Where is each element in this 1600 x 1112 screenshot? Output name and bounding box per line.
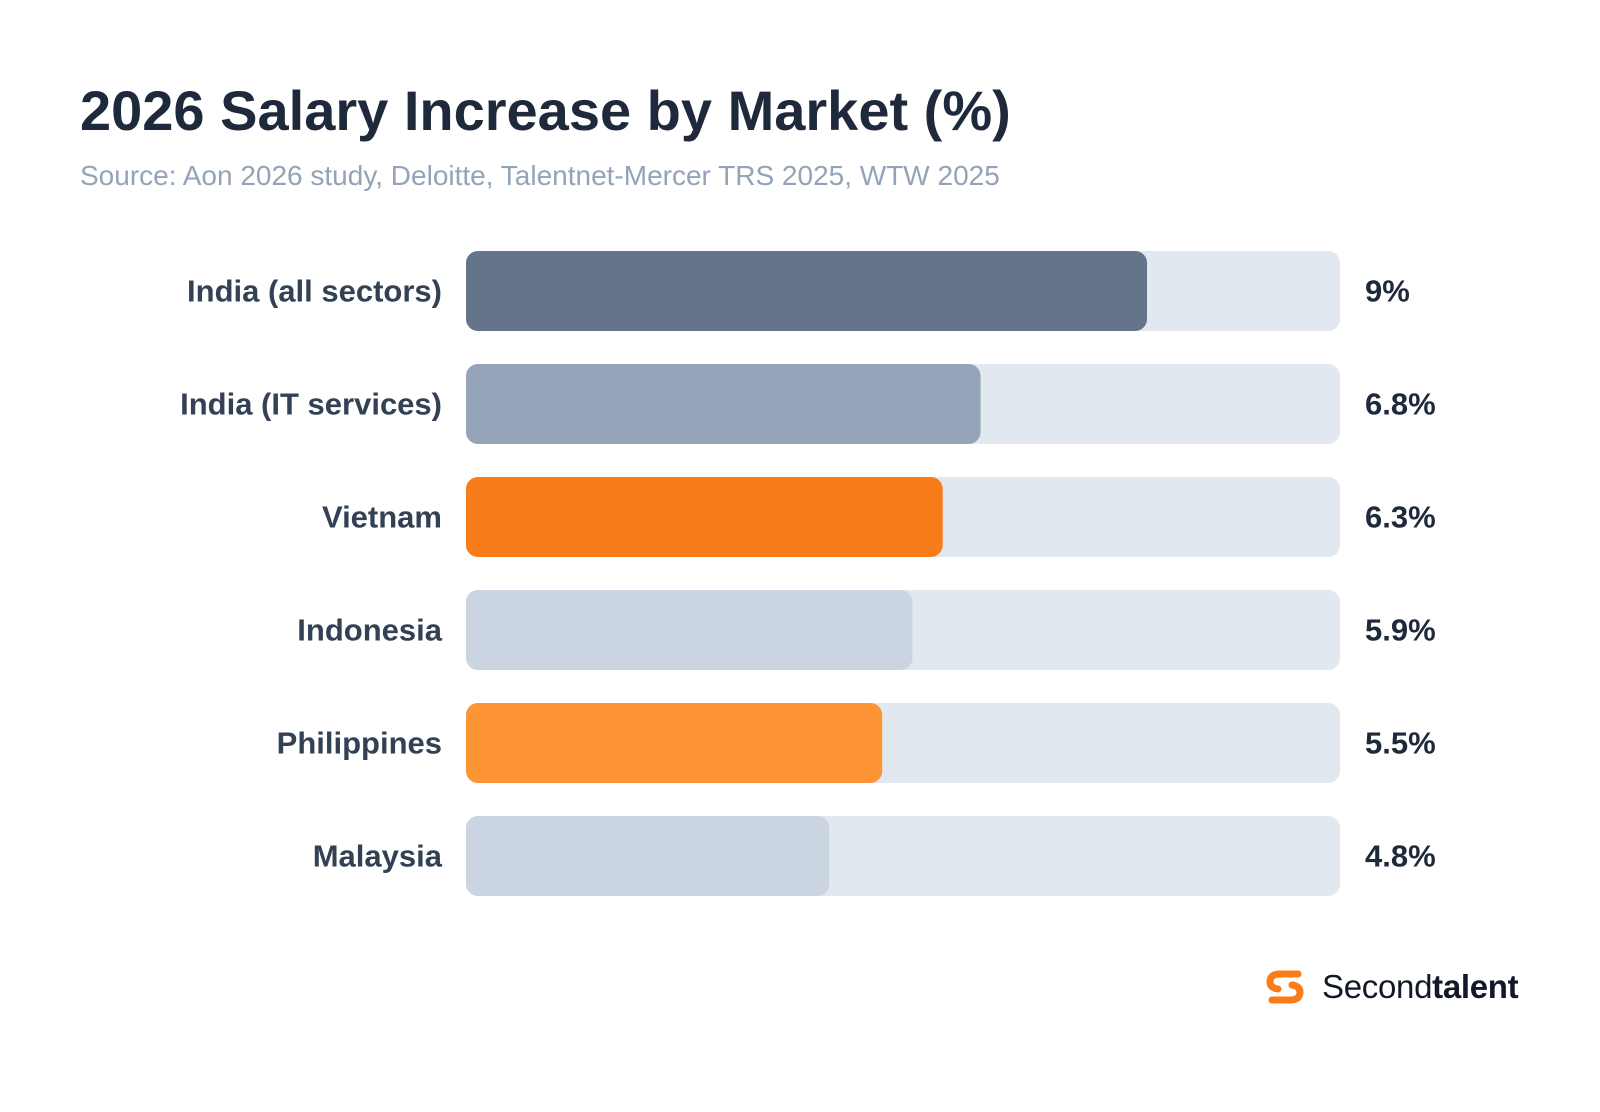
value-label: 5.5% (1365, 726, 1436, 761)
category-label: Indonesia (297, 613, 442, 648)
brand-logo: Secondtalent (1262, 962, 1519, 1012)
value-label: 5.9% (1365, 613, 1436, 648)
bar (466, 251, 1148, 331)
value-label: 6.8% (1365, 387, 1436, 422)
chart-title: 2026 Salary Increase by Market (%) (80, 79, 1011, 142)
value-label: 4.8% (1365, 839, 1436, 874)
category-label: India (IT services) (180, 387, 442, 422)
bar (466, 590, 913, 670)
category-label: India (all sectors) (187, 274, 442, 309)
brand-name-bold: talent (1432, 968, 1519, 1005)
bar (466, 816, 830, 896)
secondtalent-logo-icon (1266, 970, 1304, 1004)
value-label: 9% (1365, 274, 1410, 309)
value-label: 6.3% (1365, 500, 1436, 535)
bar (466, 364, 981, 444)
category-label: Philippines (277, 726, 442, 761)
category-label: Malaysia (313, 839, 443, 874)
brand-name-light: Second (1322, 968, 1433, 1005)
bar (466, 703, 883, 783)
bar (466, 477, 943, 557)
category-label: Vietnam (322, 500, 442, 535)
chart-subtitle: Source: Aon 2026 study, Deloitte, Talent… (80, 160, 1000, 191)
brand-name: Secondtalent (1322, 968, 1519, 1006)
